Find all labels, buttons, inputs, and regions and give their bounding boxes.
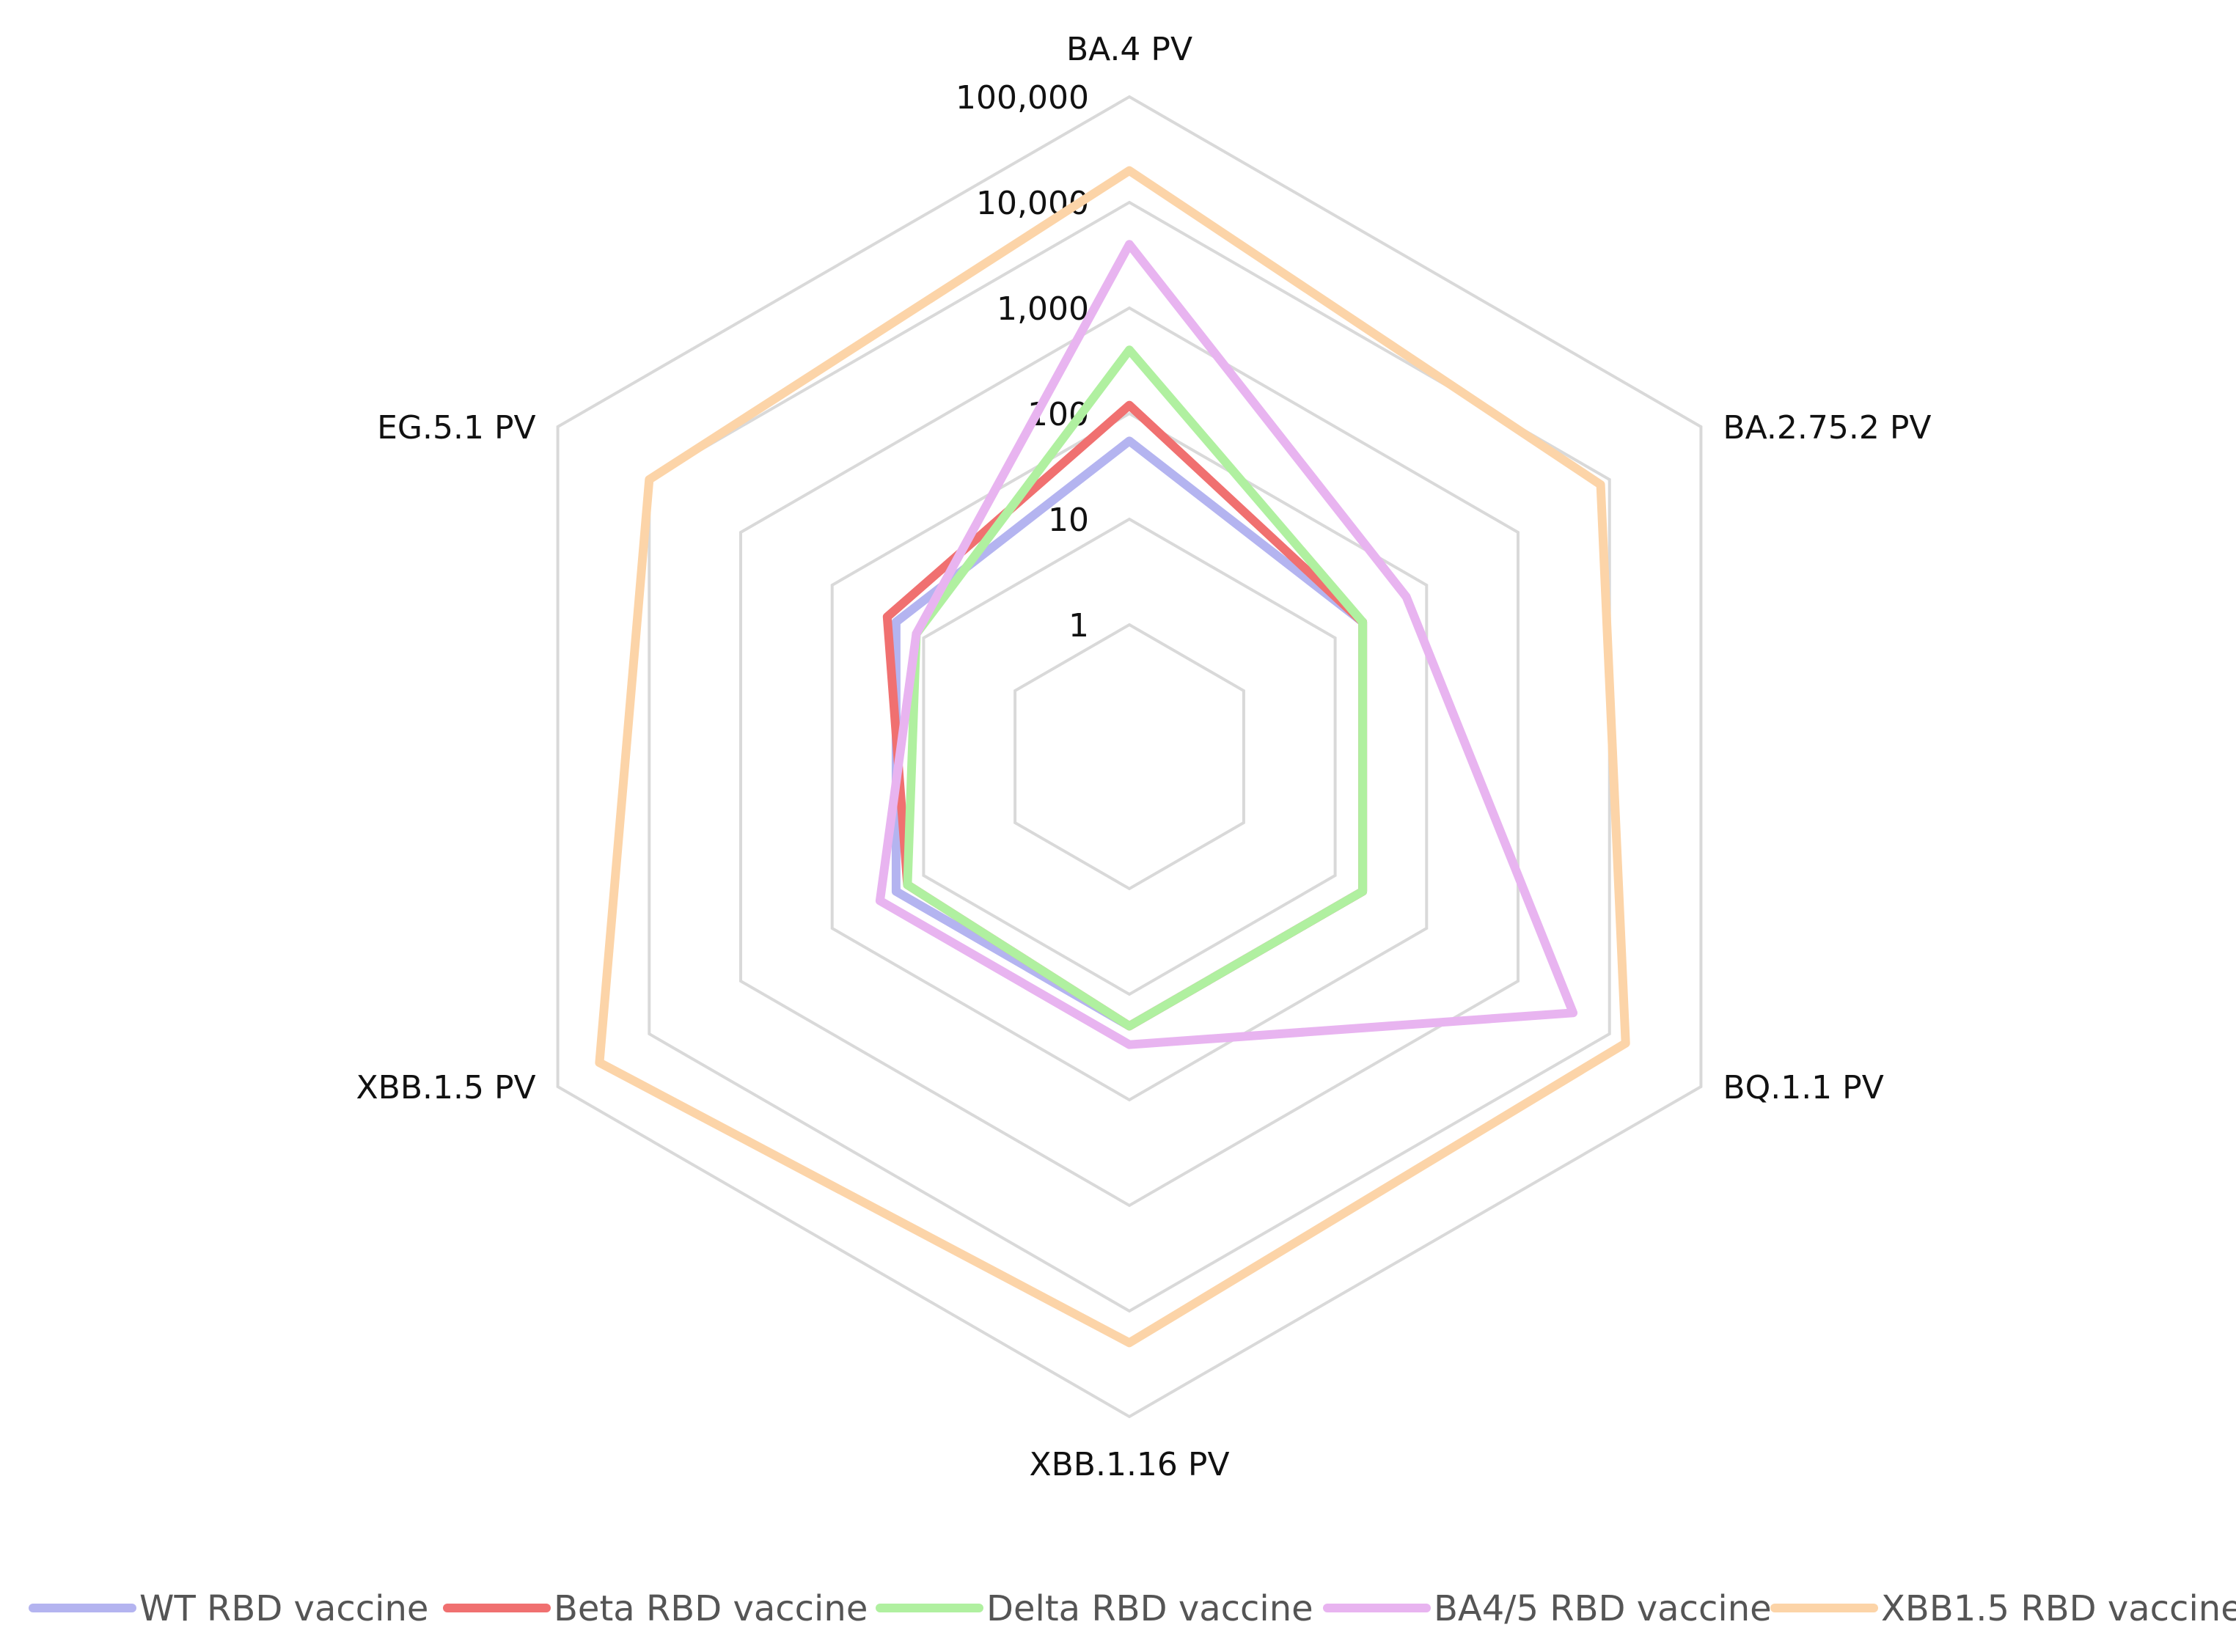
axis-label: BA.2.75.2 PV bbox=[1723, 409, 1931, 447]
tick-label: 1,000 bbox=[997, 290, 1089, 328]
tick-label: 10 bbox=[1048, 502, 1089, 539]
legend-label: BA4/5 RBD vaccine bbox=[1434, 1588, 1772, 1629]
series-line-0 bbox=[891, 436, 1368, 1031]
legend-label: XBB1.5 RBD vaccine bbox=[1881, 1588, 2236, 1629]
tick-label: 1 bbox=[1068, 607, 1089, 645]
tick-label: 100,000 bbox=[956, 79, 1089, 117]
axis-label: XBB.1.16 PV bbox=[1029, 1446, 1229, 1483]
legend-label: WT RBD vaccine bbox=[139, 1588, 428, 1629]
grid-ring-3 bbox=[739, 306, 1520, 1208]
axis-label: BQ.1.1 PV bbox=[1723, 1069, 1883, 1106]
radar-grid bbox=[556, 95, 1703, 1419]
axis-label: BA.4 PV bbox=[1066, 31, 1192, 68]
series-line-4 bbox=[595, 166, 1630, 1348]
grid-ring-1 bbox=[922, 517, 1337, 996]
axis-labels: BA.4 PV BA.2.75.2 PV BQ.1.1 PV XBB.1.16 PV X… bbox=[356, 31, 1932, 1483]
legend-label: Beta RBD vaccine bbox=[554, 1588, 868, 1629]
grid-ring-2 bbox=[830, 411, 1429, 1102]
series-line-3 bbox=[875, 240, 1578, 1049]
axis-label: EG.5.1 PV bbox=[377, 409, 535, 447]
grid-ring-5 bbox=[556, 95, 1703, 1419]
legend-label: Delta RBD vaccine bbox=[986, 1588, 1313, 1629]
grid-ring-0 bbox=[1013, 623, 1245, 891]
legend: WT RBD vaccine Beta RBD vaccine Delta RBD … bbox=[29, 1588, 2236, 1629]
axis-label: XBB.1.5 PV bbox=[356, 1069, 536, 1106]
series-lines bbox=[595, 166, 1630, 1348]
